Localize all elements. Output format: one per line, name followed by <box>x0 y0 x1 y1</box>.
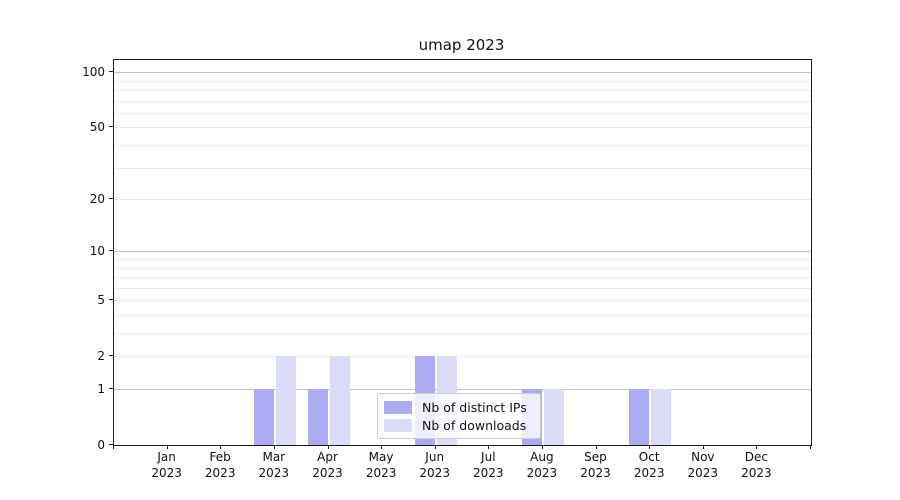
x-tick-mark <box>327 445 329 449</box>
x-tick-mark <box>166 445 168 449</box>
x-tick-label-jan: Jan 2023 <box>151 450 182 480</box>
x-tick-label-apr: Apr 2023 <box>312 450 343 480</box>
y-tick-label: 100 <box>82 64 105 79</box>
y-tick-mark <box>109 355 113 357</box>
y-tick-label: 20 <box>89 191 105 206</box>
gridline-minor <box>114 300 811 302</box>
legend-swatch-distinct-ips <box>384 400 412 414</box>
x-tick-mark <box>113 445 114 449</box>
gridline-minor <box>114 267 811 269</box>
gridline-minor <box>114 167 811 169</box>
bar-nb-of-downloads-oct <box>651 389 672 445</box>
y-tick-label: 2 <box>97 348 105 363</box>
x-tick-label-may: May 2023 <box>365 450 397 480</box>
x-tick-mark <box>434 445 436 449</box>
gridline-minor <box>114 127 811 129</box>
x-tick-mark <box>273 445 275 449</box>
bar-nb-of-distinct-ips-oct <box>629 389 650 445</box>
gridline-major <box>114 251 811 253</box>
x-tick-label-sep: Sep 2023 <box>580 450 611 480</box>
x-tick-mark <box>381 445 383 449</box>
y-tick-mark <box>109 126 113 128</box>
gridline-minor <box>114 356 811 358</box>
gridline-minor <box>114 145 811 146</box>
gridline-major <box>114 72 811 74</box>
x-tick-mark <box>541 445 543 449</box>
bar-nb-of-distinct-ips-apr <box>307 389 328 445</box>
x-tick-mark <box>810 445 811 449</box>
x-tick-mark <box>649 445 651 449</box>
gridline-minor <box>114 287 811 289</box>
y-tick-mark <box>109 71 113 73</box>
gridline-major <box>114 389 811 390</box>
x-tick-label-oct: Oct 2023 <box>633 450 665 480</box>
x-tick-label-mar: Mar 2023 <box>258 450 290 480</box>
legend-swatch-downloads <box>384 418 412 432</box>
plot-area <box>113 59 812 446</box>
gridline-minor <box>114 315 811 316</box>
gridline-minor <box>114 277 811 278</box>
gridline-minor <box>114 90 811 91</box>
x-tick-label-dec: Dec 2023 <box>741 450 772 480</box>
chart-title: umap 2023 <box>418 36 505 54</box>
y-tick-mark <box>109 299 113 301</box>
x-tick-label-feb: Feb 2023 <box>204 450 236 480</box>
y-tick-label: 0 <box>97 437 105 452</box>
y-tick-mark <box>109 388 113 389</box>
bar-nb-of-downloads-aug <box>543 389 564 445</box>
legend-label-downloads: Nb of downloads <box>422 417 527 433</box>
y-tick-label: 1 <box>97 381 105 396</box>
x-tick-label-jun: Jun 2023 <box>419 450 450 480</box>
y-tick-mark <box>109 250 113 252</box>
x-tick-label-nov: Nov 2023 <box>687 450 719 480</box>
gridline-minor <box>114 113 811 114</box>
gridline-minor <box>114 100 811 102</box>
gridline-minor <box>114 80 811 82</box>
y-tick-label: 5 <box>97 292 105 307</box>
x-tick-mark <box>702 445 704 449</box>
bar-nb-of-distinct-ips-mar <box>253 389 274 445</box>
x-tick-mark <box>756 445 758 449</box>
gridline-minor <box>114 199 811 201</box>
bar-nb-of-downloads-apr <box>329 356 350 445</box>
x-tick-mark <box>595 445 597 449</box>
x-tick-label-jul: Jul 2023 <box>473 450 504 480</box>
legend-item-distinct-ips: Nb of distinct IPs <box>384 399 533 415</box>
legend-item-downloads: Nb of downloads <box>384 417 533 433</box>
x-tick-mark <box>220 445 222 449</box>
x-tick-mark <box>488 445 490 449</box>
legend: Nb of distinct IPs Nb of downloads <box>377 393 541 439</box>
y-tick-mark <box>109 198 113 200</box>
legend-label-distinct-ips: Nb of distinct IPs <box>422 399 527 415</box>
y-tick-label: 50 <box>89 119 105 134</box>
x-tick-label-aug: Aug 2023 <box>526 450 558 480</box>
gridline-minor <box>114 333 811 334</box>
y-tick-label: 10 <box>89 243 105 258</box>
gridline-minor <box>114 259 811 260</box>
bar-nb-of-downloads-mar <box>275 356 296 445</box>
y-tick-mark <box>109 444 113 445</box>
